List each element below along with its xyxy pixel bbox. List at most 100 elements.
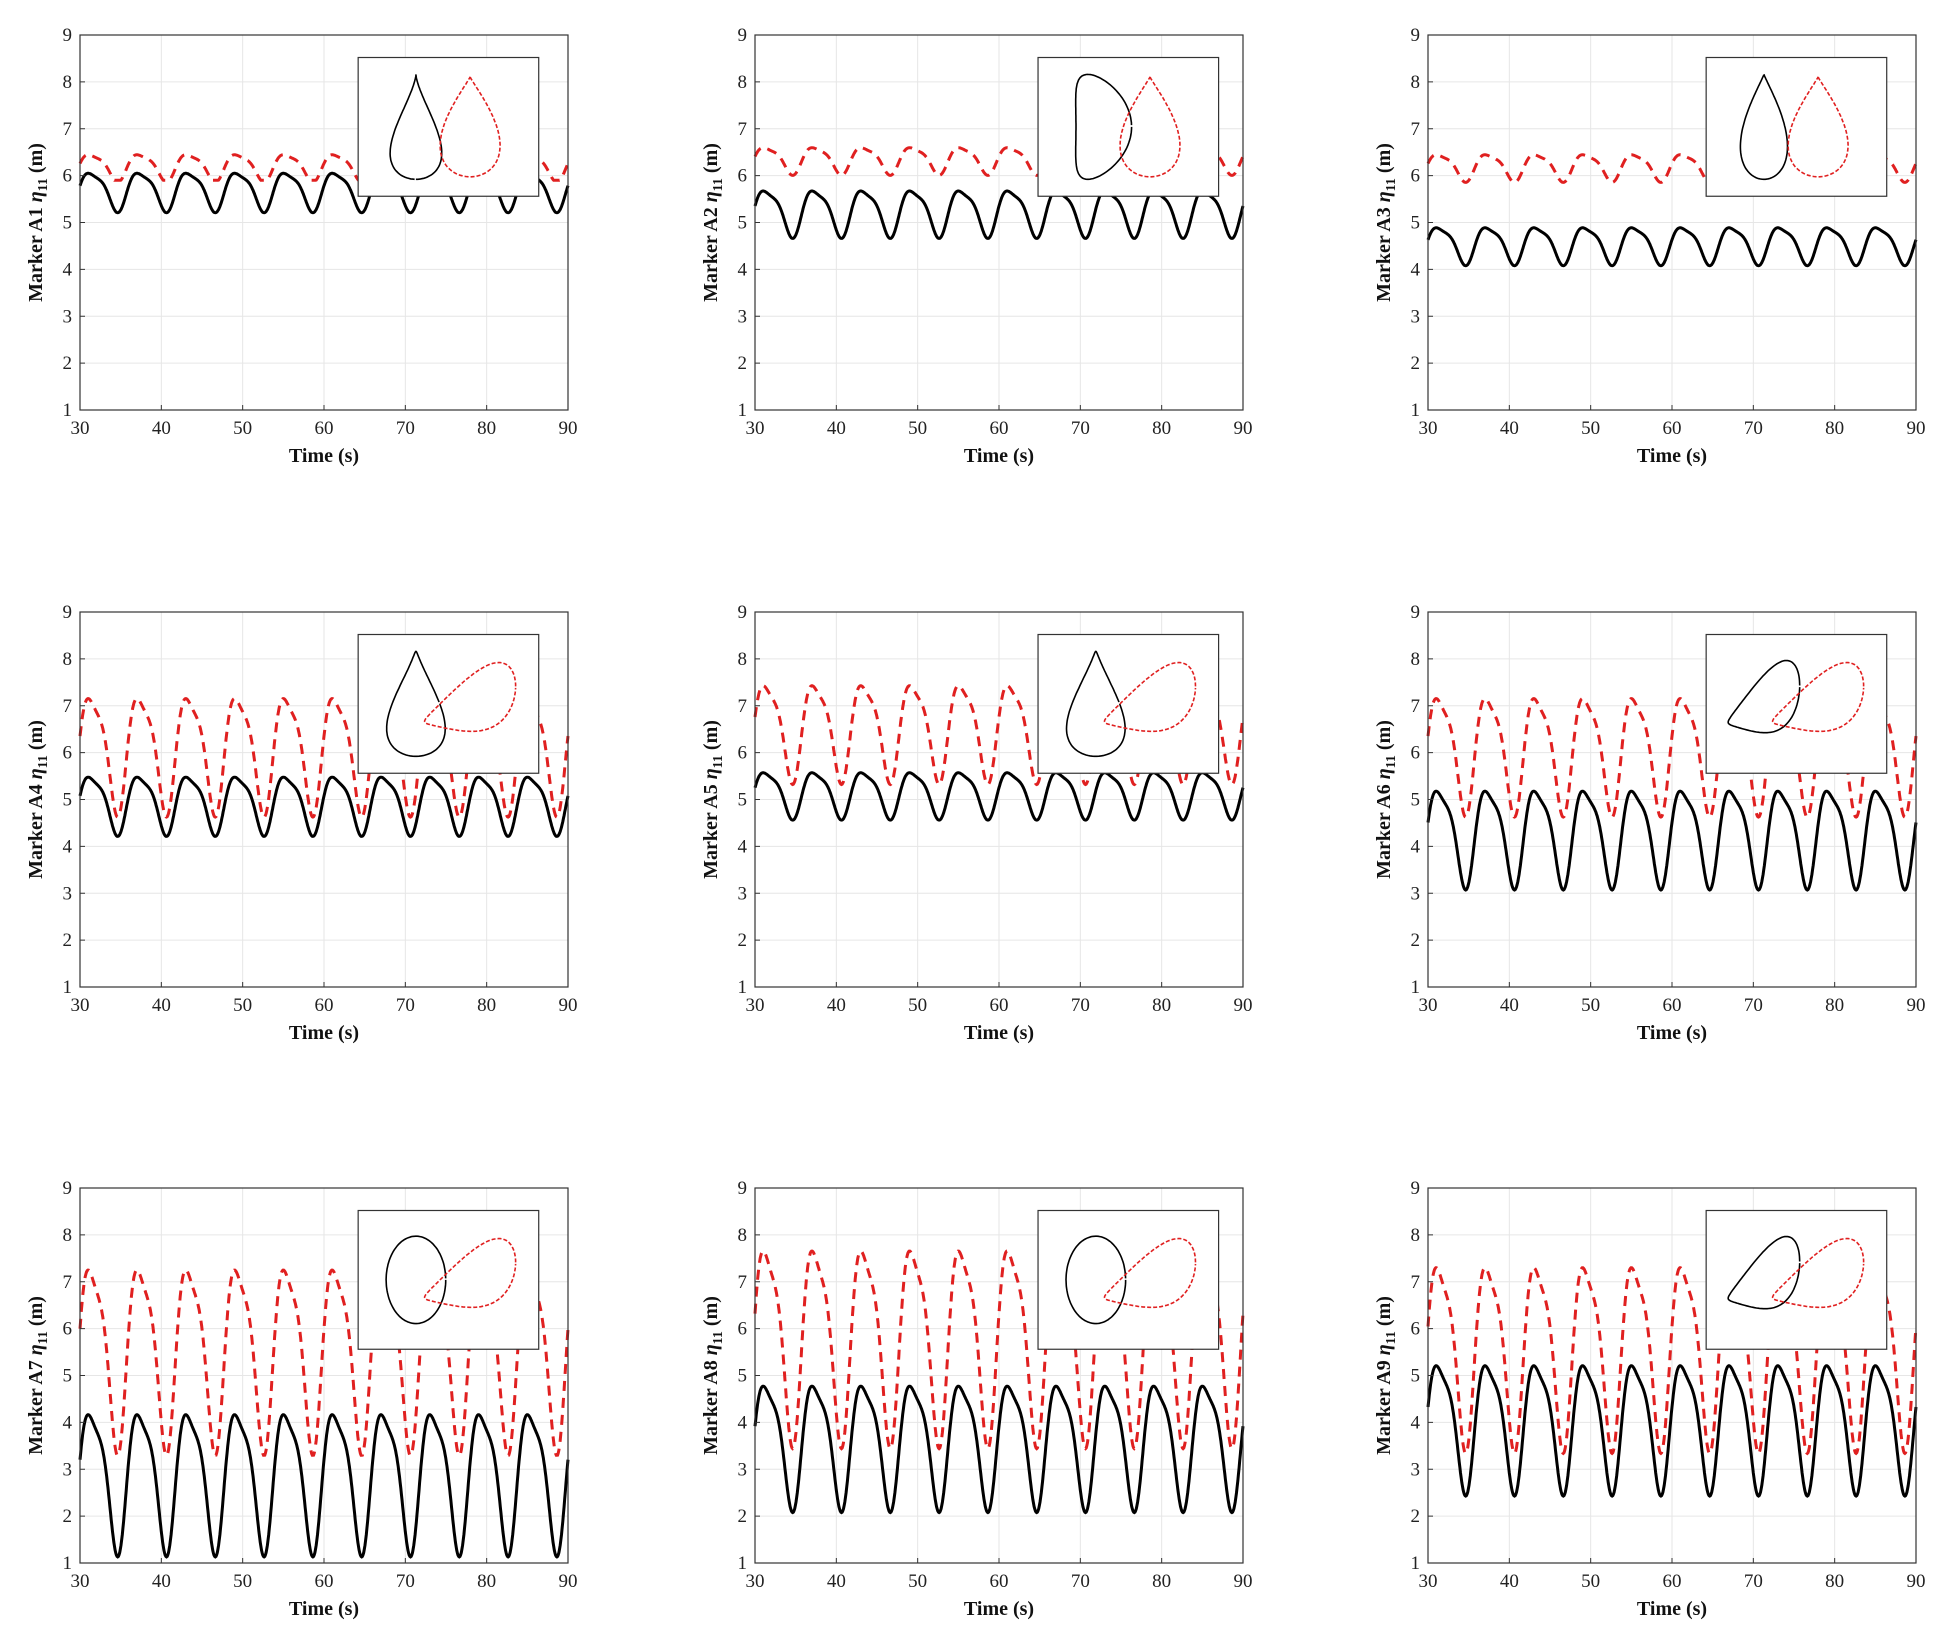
inset-orbit-black [1727,659,1801,734]
series-line-black [753,771,1245,822]
y-tick-label: 9 [1411,1178,1421,1199]
x-tick-label: 30 [1419,418,1438,439]
y-tick-label: 1 [1411,1553,1421,1574]
y-tick-label: 3 [738,883,748,904]
x-axis-label: Time (s) [1637,1022,1707,1044]
x-tick-label: 90 [1234,995,1253,1016]
x-tick-label: 90 [1234,418,1253,439]
x-tick-label: 30 [746,418,765,439]
inset-orbit-black [1739,73,1789,181]
x-tick-label: 30 [746,995,765,1016]
y-tick-label: 7 [738,1272,748,1293]
x-tick-label: 40 [152,418,171,439]
y-tick-label: 2 [63,353,73,374]
x-tick-label: 50 [1581,418,1600,439]
y-tick-label: 3 [738,1459,748,1480]
inset-orbit-red [1787,76,1849,178]
y-tick-label: 8 [63,649,73,670]
y-tick-label: 5 [738,790,748,811]
y-tick-label: 5 [1411,790,1421,811]
inset-orbit-red [1103,1237,1197,1309]
series-line-black [1426,1364,1918,1498]
x-tick-label: 90 [1907,418,1926,439]
y-tick-label: 5 [738,213,748,234]
y-tick-label: 6 [63,743,73,764]
x-tick-label: 40 [1500,995,1519,1016]
x-tick-label: 50 [1581,1571,1600,1592]
y-axis-label: Marker A4 η11 (m) [25,720,51,879]
x-tick-label: 30 [1419,1571,1438,1592]
y-axis-label: Marker A8 η11 (m) [700,1296,726,1455]
x-tick-label: 40 [827,1571,846,1592]
y-tick-label: 8 [1411,72,1421,93]
y-tick-label: 6 [1411,743,1421,764]
inset-orbit-black [389,74,443,181]
x-axis-label: Time (s) [964,1598,1034,1620]
chart-svg: 30 40 50 60 70 80 90 1 2 3 4 5 6 7 8 9 Time (s) Marker A6… [1373,602,1926,1044]
chart-panel-a8: 30 40 50 60 70 80 90 1 2 3 4 5 6 7 8 9 Time (s) Marker A8… [675,1178,1273,1648]
y-tick-label: 1 [63,1553,73,1574]
x-tick-label: 50 [908,995,927,1016]
y-tick-label: 7 [1411,119,1421,140]
x-tick-label: 60 [990,418,1009,439]
series-line-black [1426,789,1918,892]
x-axis-label: Time (s) [1637,445,1707,467]
y-tick-label: 1 [63,400,73,421]
x-tick-label: 40 [1500,1571,1519,1592]
x-tick-label: 70 [396,418,415,439]
x-tick-label: 60 [990,1571,1009,1592]
inset-orbit-red [423,661,517,733]
series-line-red [78,697,570,819]
y-tick-label: 9 [738,602,748,623]
x-axis-label: Time (s) [1637,1598,1707,1620]
x-tick-label: 70 [1071,1571,1090,1592]
y-tick-label: 9 [63,602,73,623]
series-line-black [78,775,570,838]
y-tick-label: 9 [738,1178,748,1199]
x-tick-label: 60 [315,418,334,439]
x-tick-label: 70 [1071,995,1090,1016]
y-tick-label: 3 [1411,883,1421,904]
chart-svg: 30 40 50 60 70 80 90 1 2 3 4 5 6 7 8 9 Time (s) Marker A1… [25,25,578,467]
y-tick-label: 3 [63,883,73,904]
y-tick-label: 4 [738,836,748,857]
x-tick-label: 80 [477,995,496,1016]
x-tick-label: 90 [1907,995,1926,1016]
x-tick-label: 80 [1825,995,1844,1016]
inset-orbit-black [1065,650,1126,758]
x-tick-label: 90 [559,1571,578,1592]
chart-panel-a1: 30 40 50 60 70 80 90 1 2 3 4 5 6 7 8 9 Time (s) Marker A1… [0,25,598,495]
inset-orbit-black [385,1235,447,1325]
x-tick-label: 40 [152,995,171,1016]
y-axis-label: Marker A7 η11 (m) [25,1296,51,1455]
y-axis-label: Marker A3 η11 (m) [1373,143,1399,302]
x-axis-label: Time (s) [289,1022,359,1044]
y-tick-label: 8 [738,72,748,93]
y-tick-label: 2 [738,353,748,374]
y-tick-label: 3 [738,306,748,327]
y-tick-label: 3 [1411,306,1421,327]
x-tick-label: 80 [1152,995,1171,1016]
y-tick-label: 7 [63,1272,73,1293]
y-tick-label: 7 [63,696,73,717]
y-tick-label: 1 [1411,977,1421,998]
x-tick-label: 70 [1744,418,1763,439]
x-tick-label: 70 [1744,1571,1763,1592]
inset-orbit-red [423,1237,517,1309]
y-tick-label: 9 [63,1178,73,1199]
y-axis-label: Marker A2 η11 (m) [700,143,726,302]
chart-panel-a5: 30 40 50 60 70 80 90 1 2 3 4 5 6 7 8 9 Time (s) Marker A5… [675,602,1273,1072]
y-axis-label: Marker A6 η11 (m) [1373,720,1399,879]
x-tick-label: 90 [559,418,578,439]
x-tick-label: 30 [746,1571,765,1592]
y-tick-label: 4 [738,259,748,280]
series-line-red [1426,697,1918,819]
series-line-black [753,1384,1245,1515]
y-tick-label: 2 [1411,353,1421,374]
inset-frame [1037,633,1220,774]
y-tick-label: 5 [1411,1366,1421,1387]
chart-panel-a6: 30 40 50 60 70 80 90 1 2 3 4 5 6 7 8 9 Time (s) Marker A6… [1348,602,1946,1072]
y-tick-label: 8 [738,649,748,670]
x-tick-label: 30 [71,1571,90,1592]
x-tick-label: 40 [827,418,846,439]
